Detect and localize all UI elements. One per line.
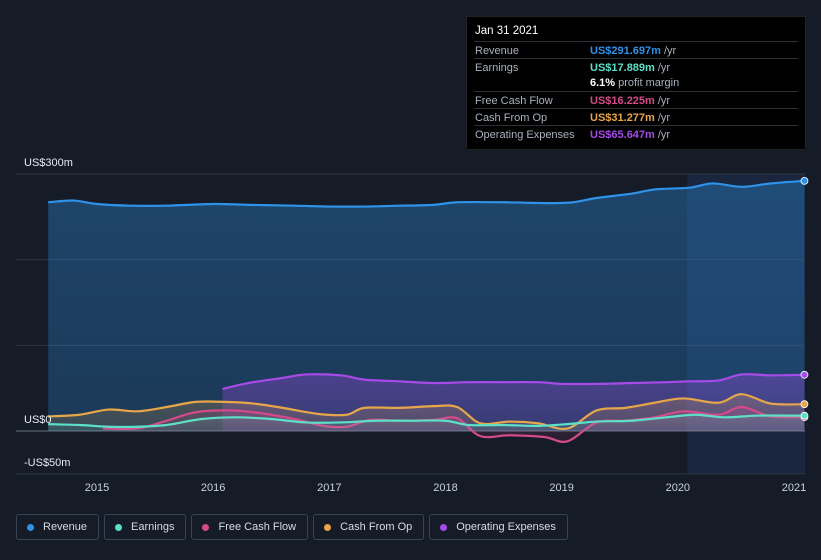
cash-from-op-line: [48, 393, 805, 430]
earnings-line: [48, 413, 805, 429]
tooltip-row-value: US$291.697m/yr: [590, 45, 677, 57]
legend: Revenue Earnings Free Cash Flow Cash Fro…: [16, 514, 568, 542]
legend-dot-icon: [115, 523, 123, 531]
tooltip-row-label: Operating Expenses: [475, 129, 575, 141]
y-label-top: US$300m: [24, 157, 73, 169]
earnings-area: [48, 414, 805, 431]
legend-label: Free Cash Flow: [218, 521, 297, 533]
revenue-endpoint: [800, 176, 809, 185]
tooltip-row-margin: 6.1% profit margin: [474, 74, 798, 91]
y-label-bottom: -US$50m: [24, 457, 70, 469]
legend-label: Cash From Op: [340, 521, 413, 533]
operating-expenses-endpoint: [800, 370, 809, 379]
tooltip-panel: Jan 31 2021 Revenue US$291.697m/yr Earni…: [466, 16, 806, 150]
revenue-line: [48, 179, 805, 208]
tooltip-row-opex: Operating Expenses US$65.647m/yr: [474, 125, 798, 143]
legend-item-cash-from-op[interactable]: Cash From Op: [313, 514, 425, 540]
x-tick-label: 2015: [85, 482, 109, 494]
legend-item-earnings[interactable]: Earnings: [104, 514, 187, 540]
tooltip-row-label: Earnings: [475, 62, 519, 74]
tooltip-row-value: US$16.225m/yr: [590, 95, 671, 107]
tooltip-row-value: US$17.889m/yr: [590, 62, 671, 74]
legend-dot-icon: [202, 523, 210, 531]
tooltip-row-fcf: Free Cash Flow US$16.225m/yr: [474, 91, 798, 109]
revenue-area: [48, 180, 805, 431]
tooltip-row-value: 6.1% profit margin: [590, 77, 680, 89]
operating-expenses-line: [222, 373, 805, 391]
cash-from-op-endpoint: [800, 400, 809, 409]
x-tick-label: 2020: [666, 482, 690, 494]
legend-dot-icon: [27, 523, 34, 531]
x-tick-label: 2017: [317, 482, 341, 494]
tooltip-row-value: US$65.647m/yr: [590, 129, 671, 141]
legend-label: Revenue: [43, 521, 88, 533]
x-tick-label: 2016: [201, 482, 225, 494]
tooltip-date: Jan 31 2021: [475, 25, 539, 37]
tooltip-row-cfo: Cash From Op US$31.277m/yr: [474, 108, 798, 126]
legend-dot-icon: [440, 523, 448, 531]
legend-label: Operating Expenses: [456, 521, 556, 533]
legend-label: Earnings: [131, 521, 175, 533]
free-cash-flow-line: [102, 405, 805, 443]
tooltip-row-label: Revenue: [475, 45, 520, 57]
legend-dot-icon: [324, 523, 332, 531]
x-tick-label: 2021: [782, 482, 806, 494]
legend-item-free-cash-flow[interactable]: Free Cash Flow: [191, 514, 309, 540]
tooltip-row-label: Cash From Op: [475, 112, 548, 124]
tooltip-row-label: Free Cash Flow: [475, 95, 553, 107]
y-label-zero: US$0: [24, 414, 52, 426]
tooltip-row-revenue: Revenue US$291.697m/yr: [474, 41, 798, 59]
legend-item-operating-expenses[interactable]: Operating Expenses: [429, 514, 568, 540]
earnings-endpoint: [800, 411, 809, 420]
x-tick-label: 2019: [549, 482, 573, 494]
tooltip-row-value: US$31.277m/yr: [590, 112, 671, 124]
tooltip-row-earnings: Earnings US$17.889m/yr: [474, 58, 798, 76]
x-tick-label: 2018: [433, 482, 457, 494]
legend-item-revenue[interactable]: Revenue: [16, 514, 100, 540]
